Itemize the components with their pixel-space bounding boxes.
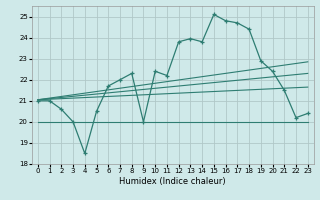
X-axis label: Humidex (Indice chaleur): Humidex (Indice chaleur) — [119, 177, 226, 186]
